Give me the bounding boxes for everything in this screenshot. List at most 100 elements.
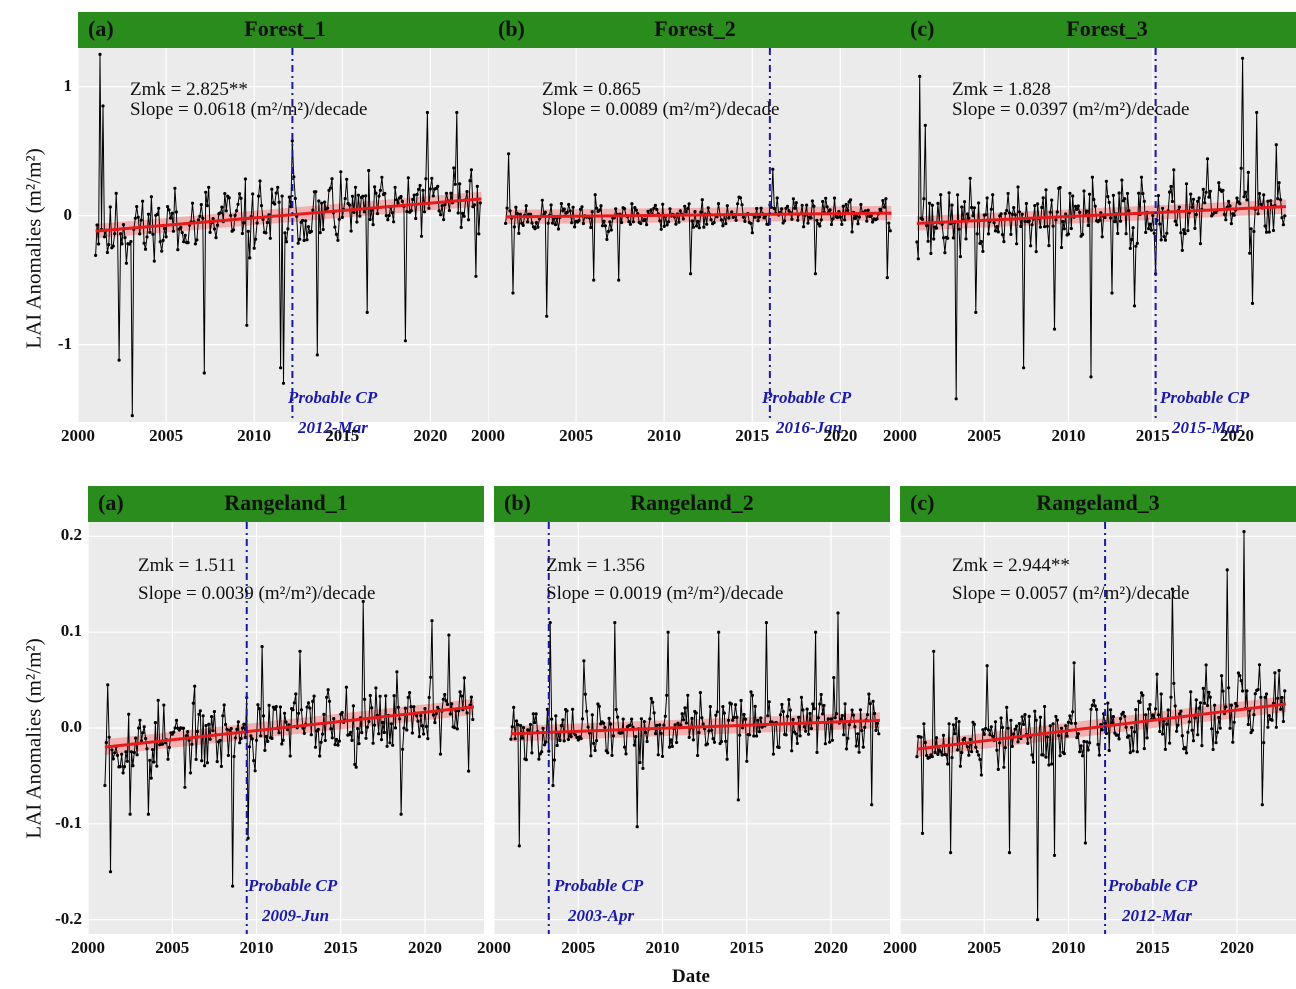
data-point [1184, 182, 1189, 186]
data-point [659, 227, 663, 231]
data-point [221, 714, 225, 718]
data-point [810, 199, 814, 203]
data-point [707, 729, 711, 733]
data-point [403, 339, 407, 343]
data-point [298, 649, 302, 653]
data-point [727, 216, 731, 220]
data-point [516, 723, 520, 727]
data-point [1020, 715, 1024, 719]
data-point [201, 216, 205, 220]
data-point [1138, 700, 1142, 704]
data-point [963, 736, 967, 740]
data-point [592, 741, 596, 745]
data-point [284, 720, 288, 724]
data-point [455, 110, 459, 115]
trend-line [505, 211, 892, 219]
data-point [1103, 215, 1107, 220]
data-point [686, 693, 690, 697]
data-point [459, 694, 464, 698]
data-point [259, 204, 264, 208]
data-point [993, 229, 998, 233]
data-point [991, 193, 995, 197]
data-point [1217, 715, 1221, 720]
data-point [918, 74, 922, 78]
data-point [777, 745, 781, 750]
data-point [953, 732, 957, 736]
changepoint-label: Probable CP [288, 388, 378, 407]
x-tick-label: 2015 [729, 938, 764, 957]
data-point [639, 717, 643, 721]
data-point [741, 215, 745, 219]
data-point [319, 740, 323, 744]
data-point [940, 753, 944, 757]
data-point [224, 722, 228, 727]
data-point [469, 168, 473, 172]
data-point [267, 703, 271, 707]
data-point [291, 708, 295, 712]
data-point [807, 732, 811, 736]
data-point [920, 217, 925, 221]
data-point [508, 209, 512, 213]
data-point [995, 225, 999, 229]
data-point [277, 200, 281, 204]
x-tick-label: 2015 [1135, 426, 1170, 445]
data-point [809, 216, 813, 220]
data-point [844, 747, 849, 751]
data-point [233, 213, 237, 217]
data-point [857, 215, 861, 219]
data-point [828, 740, 832, 744]
x-tick-label: 2000 [471, 426, 505, 445]
data-point [311, 699, 315, 703]
data-point [293, 196, 297, 201]
data-point [859, 202, 863, 207]
data-point [321, 227, 325, 232]
data-point [392, 694, 396, 698]
x-axis-label: Date [672, 966, 710, 987]
data-point [771, 752, 775, 756]
data-point [1142, 747, 1146, 751]
data-point [447, 208, 451, 213]
panel-letter: (c) [910, 16, 935, 41]
zmk-label: Zmk = 1.356 [546, 555, 645, 576]
data-point [819, 692, 823, 697]
data-point [772, 206, 776, 211]
data-point [589, 225, 593, 230]
data-point [674, 222, 678, 226]
data-point [235, 209, 239, 213]
data-point [850, 230, 854, 234]
chart-svg [900, 522, 1296, 934]
data-point [128, 812, 132, 816]
data-point [284, 240, 289, 244]
panel-rangeland-1: (a) Rangeland_1 Zmk = 1.511 Slope = 0.00… [88, 486, 502, 958]
data-point [801, 708, 805, 712]
data-point [318, 231, 322, 235]
data-point [1224, 218, 1228, 222]
data-point [1241, 56, 1245, 60]
data-point [742, 712, 746, 717]
panel-rangeland-2: (b) Rangeland_2 Zmk = 1.356 Slope = 0.00… [494, 486, 908, 958]
data-point [646, 209, 650, 213]
data-point [198, 709, 202, 713]
data-point [934, 736, 939, 740]
data-point [1148, 222, 1152, 226]
data-point [467, 769, 471, 773]
data-point [314, 190, 318, 194]
data-point [1085, 740, 1089, 744]
data-point [280, 194, 284, 198]
data-point [943, 251, 947, 255]
data-point [155, 764, 159, 768]
data-point [1009, 232, 1013, 236]
data-point [345, 177, 349, 181]
data-point [411, 197, 415, 202]
data-point [956, 748, 960, 752]
data-point [382, 730, 386, 735]
data-point [1255, 110, 1259, 115]
data-point [979, 773, 983, 777]
data-point [371, 741, 375, 745]
data-point [1078, 750, 1082, 754]
data-point [510, 725, 514, 729]
data-point [1058, 185, 1062, 190]
data-point [1165, 722, 1169, 726]
data-point [1271, 228, 1276, 233]
data-point [1177, 712, 1181, 716]
